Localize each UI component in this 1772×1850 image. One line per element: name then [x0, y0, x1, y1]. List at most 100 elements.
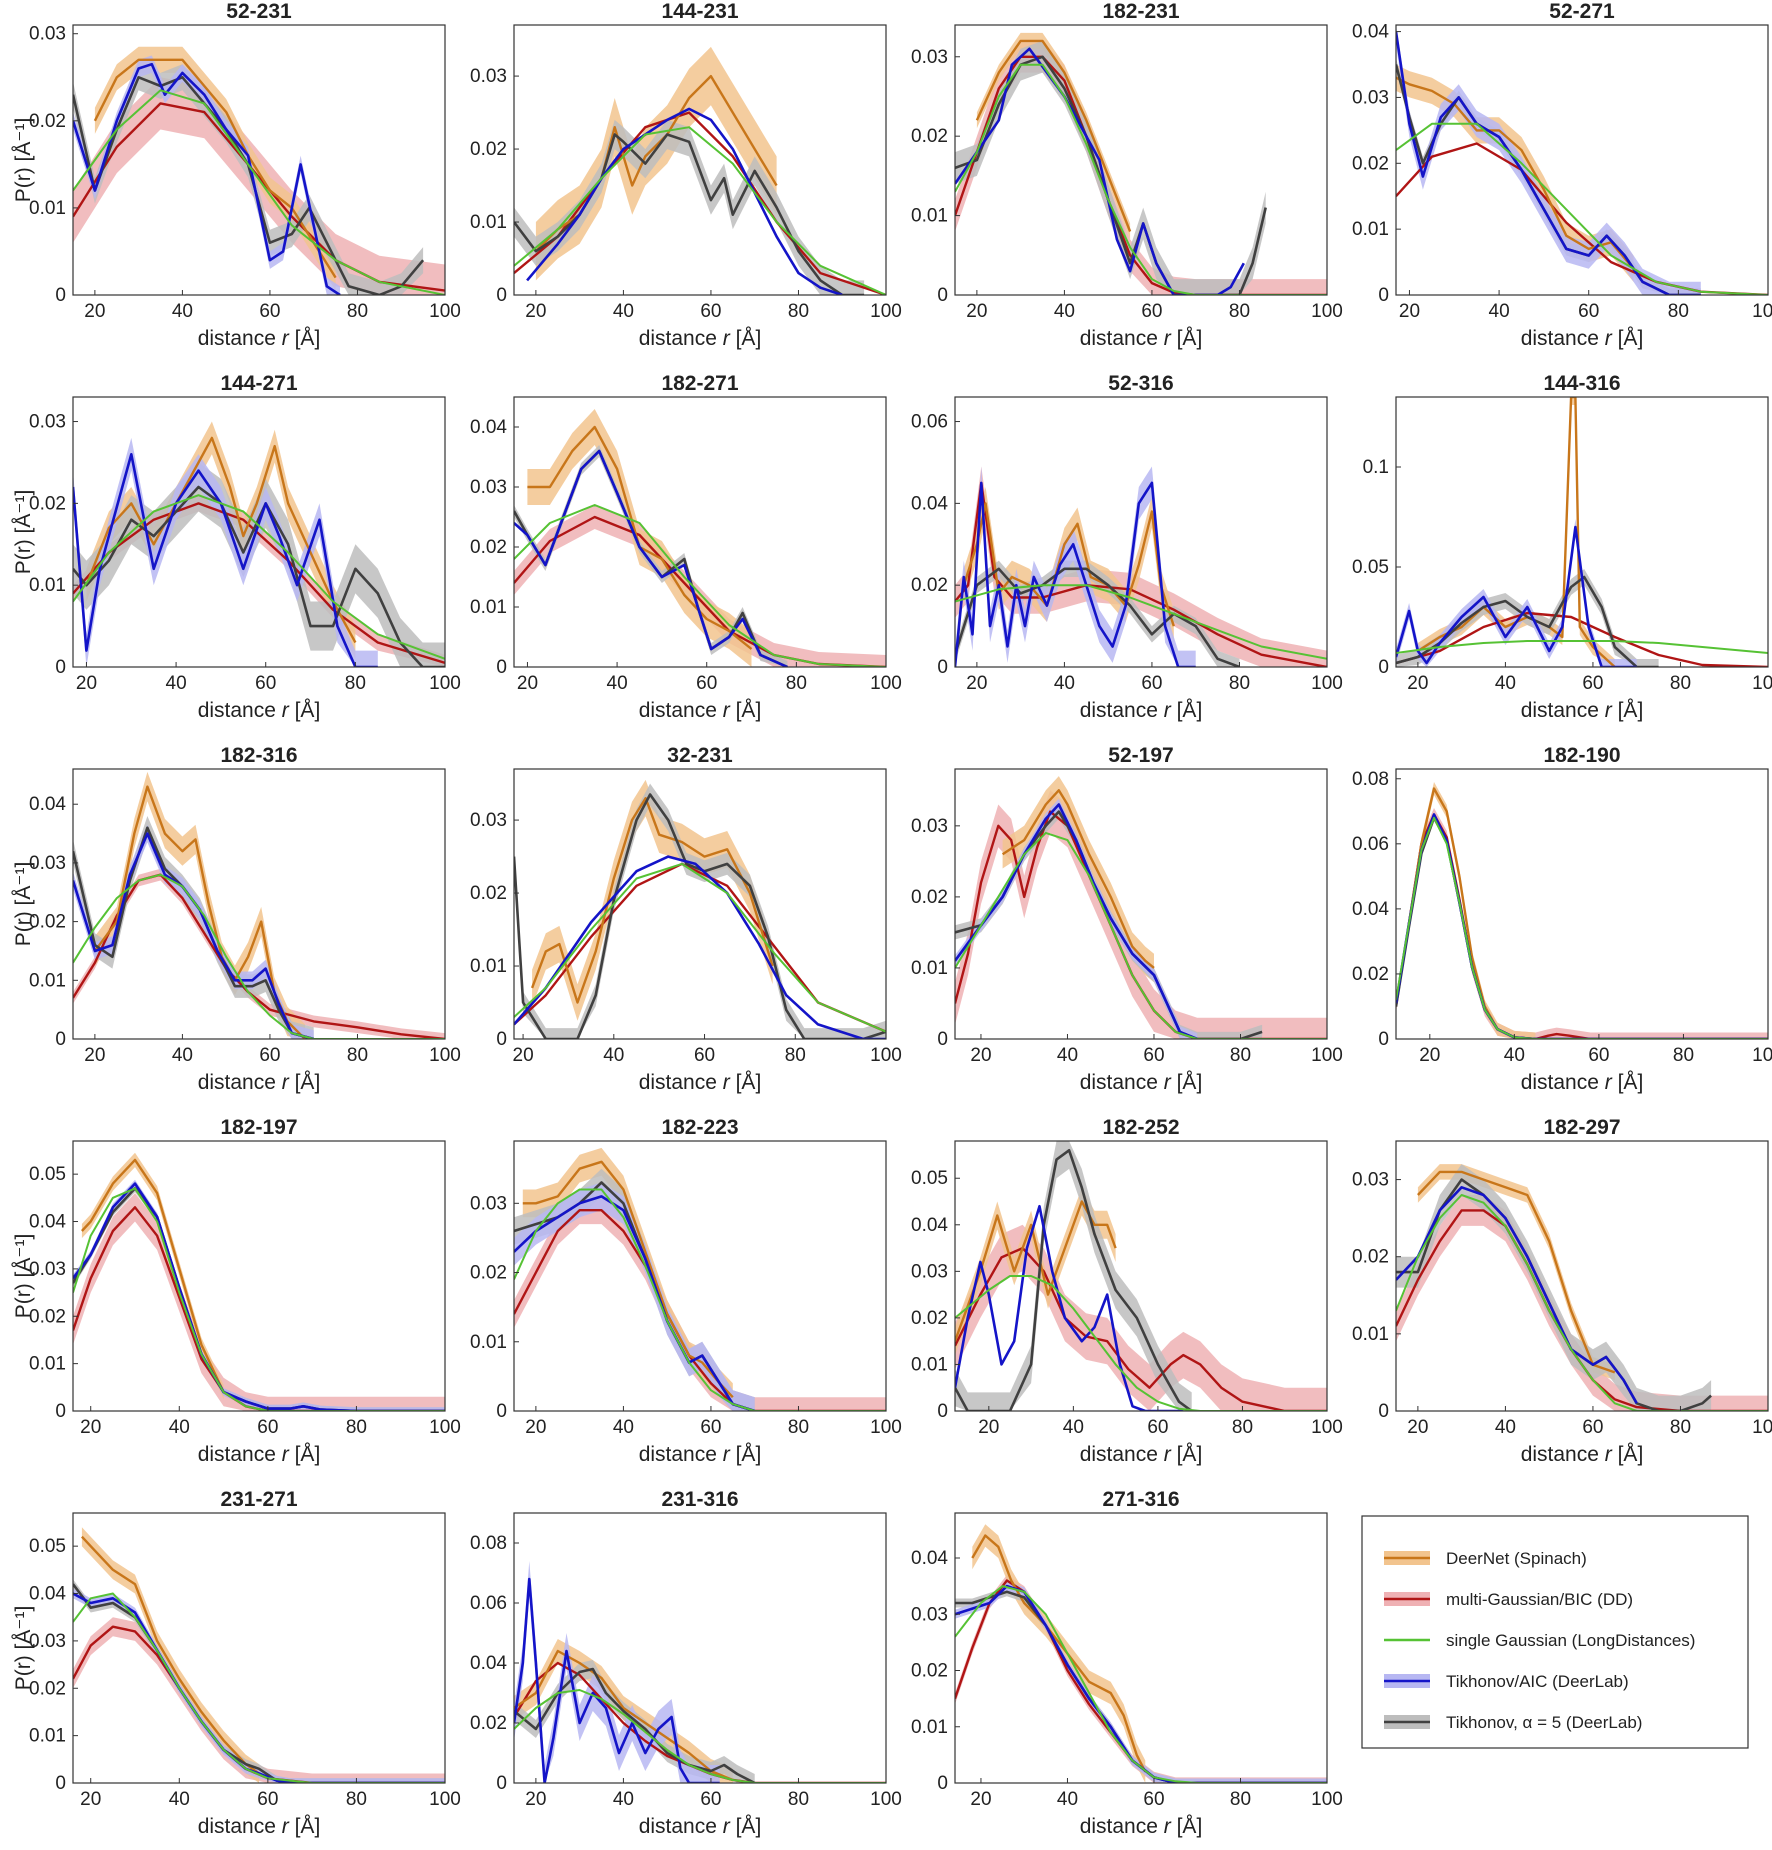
x-tick-label: 20	[966, 673, 987, 694]
y-tick-label: 0.01	[911, 206, 948, 227]
panel-144-271: 20 40 60 80 100 0 0.01 0.02 0.03 144-271 distance …	[12, 372, 461, 722]
deernet-line	[81, 1535, 260, 1775]
y-tick-label: 0.01	[1352, 1324, 1389, 1345]
x-tick-label: 40	[613, 301, 634, 322]
x-label-prefix: distance	[198, 1071, 282, 1094]
x-tick-label: 100	[1752, 1045, 1772, 1066]
x-axis-label: distance r [Å]	[1080, 327, 1203, 350]
plot-area	[1396, 782, 1768, 1039]
tikh_aic-line	[1396, 1186, 1638, 1404]
single-line	[1396, 122, 1768, 295]
axes-box	[954, 1512, 1328, 1784]
tikh_a5-line	[955, 55, 1267, 295]
legend-label-deernet: DeerNet (Spinach)	[1446, 1549, 1587, 1568]
x-tick-label: 40	[603, 1045, 624, 1066]
x-axis-label: distance r [Å]	[1080, 1443, 1203, 1466]
x-tick-label: 80	[346, 1417, 367, 1438]
y-tick-label: 0.02	[1352, 1247, 1389, 1268]
single-line	[1396, 816, 1768, 1039]
x-tick-label: 40	[1057, 1045, 1078, 1066]
y-tick-label: 0	[55, 285, 66, 306]
x-label-var: r	[282, 699, 290, 722]
y-tick-label: 0	[496, 285, 507, 306]
x-axis-label: distance r [Å]	[639, 699, 762, 722]
x-tick-label: 20	[1419, 1045, 1440, 1066]
x-axis-label: distance r [Å]	[1080, 1815, 1203, 1838]
x-tick-label: 60	[257, 1789, 278, 1810]
x-label-var: r	[723, 1815, 731, 1838]
y-tick-label: 0.03	[29, 1259, 66, 1280]
x-label-var: r	[1605, 327, 1613, 350]
deernet-line	[522, 1160, 734, 1399]
plot-area	[73, 421, 445, 667]
x-axis-label: distance r [Å]	[639, 327, 762, 350]
deernet-band	[81, 1527, 260, 1783]
x-tick-label: 40	[166, 673, 187, 694]
plot-area	[1396, 25, 1768, 295]
y-tick-label: 0.01	[911, 1354, 948, 1375]
y-tick-label: 0.01	[29, 198, 66, 219]
x-tick-label: 100	[429, 1789, 461, 1810]
y-tick-label: 0.02	[1352, 153, 1389, 174]
x-label-suffix: [Å]	[730, 1815, 762, 1838]
panel-231-316: 20 40 60 80 100 0 0.02 0.04 0.06 0.08 231-316 dista…	[470, 1488, 902, 1838]
x-tick-label: 60	[700, 1789, 721, 1810]
x-label-prefix: distance	[639, 1071, 723, 1094]
axes-box	[72, 396, 446, 668]
x-tick-label: 80	[786, 673, 807, 694]
single-line	[514, 504, 886, 667]
panel-title: 231-316	[661, 1488, 738, 1511]
panel-32-231: 20 40 60 80 100 0 0.01 0.02 0.03 32-231 distance r…	[470, 744, 902, 1094]
x-tick-label: 60	[259, 301, 280, 322]
tikh_aic-line	[73, 62, 341, 295]
x-label-var: r	[723, 1443, 731, 1466]
x-label-suffix: [Å]	[289, 699, 321, 722]
single-line	[1396, 1194, 1768, 1411]
x-tick-label: 100	[1752, 301, 1772, 322]
plot-area	[73, 771, 445, 1039]
x-label-var: r	[282, 327, 290, 350]
x-tick-label: 80	[788, 1789, 809, 1810]
x-axis-label: distance r [Å]	[198, 699, 321, 722]
y-tick-label: 0.02	[29, 1306, 66, 1327]
x-tick-label: 80	[1232, 1417, 1253, 1438]
deernet-line	[93, 58, 337, 279]
x-label-suffix: [Å]	[730, 699, 762, 722]
y-tick-label: 0.01	[911, 1717, 948, 1738]
tikh_a5-band	[1396, 1164, 1712, 1411]
tikh_aic-line	[955, 1204, 1184, 1411]
y-axis-label: P(r) [Å⁻¹]	[12, 118, 35, 203]
tikh_a5-line	[73, 485, 445, 667]
x-tick-label: 100	[429, 1417, 461, 1438]
y-tick-label: 0.02	[470, 883, 507, 904]
axes-box	[1395, 24, 1769, 296]
y-tick-label: 0.05	[29, 1164, 66, 1185]
multigauss-line	[73, 1206, 445, 1411]
x-tick-label: 100	[429, 673, 461, 694]
multigauss-band	[73, 77, 445, 295]
multigauss-band	[955, 1574, 1327, 1783]
panel-182-231: 20 40 60 80 100 0 0.01 0.02 0.03 182-231 distance …	[911, 0, 1343, 350]
x-tick-label: 100	[1311, 1045, 1343, 1066]
panel-182-271: 20 40 60 80 100 0 0.01 0.02 0.03 0.04 182-271 dista…	[470, 372, 902, 722]
panel-182-197: 20 40 60 80 100 0 0.01 0.02 0.03 0.04 0.05 182-197 d…	[12, 1116, 461, 1466]
y-tick-label: 0	[55, 1773, 66, 1794]
tikh_aic-band	[1396, 25, 1701, 295]
x-axis-label: distance r [Å]	[1521, 1443, 1644, 1466]
tikh_aic-band	[955, 466, 1196, 667]
x-tick-label: 100	[1752, 673, 1772, 694]
multigauss-band	[73, 1617, 445, 1783]
y-tick-label: 0.02	[470, 537, 507, 558]
x-tick-label: 60	[257, 1417, 278, 1438]
y-tick-label: 0.05	[29, 1536, 66, 1557]
panel-title: 182-190	[1543, 744, 1620, 767]
y-tick-label: 0	[937, 1773, 948, 1794]
x-axis-label: distance r [Å]	[1080, 699, 1203, 722]
y-tick-label: 0.04	[911, 1548, 948, 1569]
tikh_aic-line	[1396, 813, 1768, 1039]
y-tick-label: 0	[496, 1401, 507, 1422]
y-tick-label: 0.01	[1352, 219, 1389, 240]
y-tick-label: 0.04	[29, 794, 66, 815]
deernet-line	[1417, 1170, 1616, 1374]
deernet-band	[94, 46, 336, 291]
